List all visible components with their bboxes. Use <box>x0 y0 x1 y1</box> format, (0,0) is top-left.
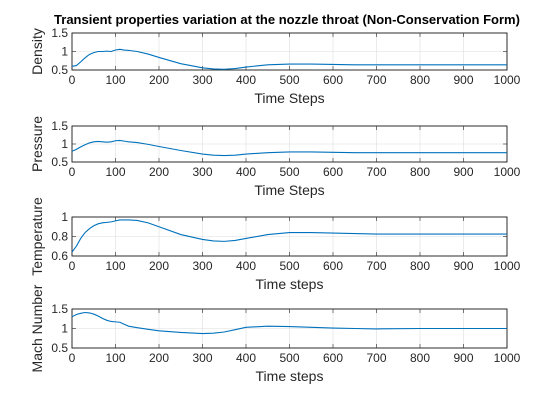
x-tick-label: 600 <box>323 259 343 273</box>
y-tick-label: 1.5 <box>51 119 68 133</box>
subplot-3: 0 100 200 300 400 500 600 700 800 900 1000 0.6 0.8 1 T… <box>29 197 521 292</box>
x-tick-label: 400 <box>236 165 256 179</box>
x-tick-label: 400 <box>236 351 256 365</box>
x-tick-label: 300 <box>192 259 212 273</box>
x-tick-label: 1000 <box>494 73 521 87</box>
x-tick-label: 100 <box>105 73 125 87</box>
y-tick-label: 1.5 <box>51 26 68 40</box>
x-tick-label: 600 <box>323 165 343 179</box>
x-tick-label: 900 <box>453 73 473 87</box>
x-tick-label: 800 <box>410 165 430 179</box>
x-tick-label: 0 <box>69 259 76 273</box>
x-tick-label: 300 <box>192 73 212 87</box>
y-tick-label: 1 <box>61 137 68 151</box>
x-tick-label: 300 <box>192 165 212 179</box>
x-tick-label: 1000 <box>494 165 521 179</box>
y-tick-label: 1 <box>61 210 68 224</box>
y-axis-label: Mach Number <box>29 284 45 372</box>
x-tick-label: 700 <box>366 73 386 87</box>
x-tick-label: 0 <box>69 165 76 179</box>
x-tick-label: 700 <box>366 351 386 365</box>
x-axis-label: Time Steps <box>254 90 324 106</box>
y-tick-label: 1 <box>61 322 68 336</box>
y-tick-label: 0.5 <box>51 155 68 169</box>
y-axis-label: Temperature <box>29 197 45 276</box>
x-tick-label: 600 <box>323 73 343 87</box>
x-tick-label: 900 <box>453 259 473 273</box>
x-tick-label: 500 <box>279 259 299 273</box>
x-axis-label: Time steps <box>256 368 324 384</box>
series-line <box>71 219 507 253</box>
x-tick-label: 200 <box>149 165 169 179</box>
x-tick-label: 700 <box>366 259 386 273</box>
y-tick-label: 0.6 <box>51 249 68 263</box>
y-tick-label: 1.5 <box>51 302 68 316</box>
x-tick-label: 700 <box>366 165 386 179</box>
subplots-container: 0 100 200 300 400 500 600 700 800 900 10000.511.5T… <box>29 26 521 384</box>
x-tick-label: 0 <box>69 351 76 365</box>
figure-title: Transient properties variation at the no… <box>54 12 520 27</box>
x-tick-label: 1000 <box>494 259 521 273</box>
x-tick-label: 200 <box>149 259 169 273</box>
y-tick-label: 0.8 <box>51 230 68 244</box>
x-tick-label: 300 <box>192 351 212 365</box>
x-tick-label: 400 <box>236 73 256 87</box>
x-tick-label: 1000 <box>494 351 521 365</box>
y-tick-label: 1 <box>61 45 68 59</box>
subplot-1: 0 100 200 300 400 500 600 700 800 900 1000 0.5 1 1.5 T… <box>29 26 521 106</box>
x-tick-label: 900 <box>453 351 473 365</box>
x-tick-label: 800 <box>410 73 430 87</box>
y-axis-label: Pressure <box>29 116 45 172</box>
x-tick-label: 100 <box>105 165 125 179</box>
x-tick-label: 500 <box>279 351 299 365</box>
x-axis-label: Time steps <box>256 276 324 292</box>
x-tick-label: 400 <box>236 259 256 273</box>
series-line <box>71 139 507 157</box>
x-tick-label: 500 <box>279 73 299 87</box>
x-axis-label: Time Steps <box>254 182 324 198</box>
x-tick-label: 500 <box>279 165 299 179</box>
subplot-4: 0 100 200 300 400 500 600 700 800 900 1000 0.5 1 1.5 T… <box>29 284 521 384</box>
subplot-2: 0 100 200 300 400 500 600 700 800 900 1000 0.5 1 1.5 T… <box>29 116 521 198</box>
x-tick-label: 900 <box>453 165 473 179</box>
x-tick-label: 100 <box>105 259 125 273</box>
x-tick-label: 600 <box>323 351 343 365</box>
y-tick-label: 0.5 <box>51 63 68 77</box>
series-line <box>71 48 507 70</box>
series-line <box>71 311 507 335</box>
x-tick-label: 0 <box>69 73 76 87</box>
x-tick-label: 200 <box>149 351 169 365</box>
y-axis-label: Density <box>29 28 45 75</box>
x-tick-label: 800 <box>410 259 430 273</box>
x-tick-label: 200 <box>149 73 169 87</box>
x-tick-label: 100 <box>105 351 125 365</box>
x-tick-label: 800 <box>410 351 430 365</box>
y-tick-label: 0.5 <box>51 341 68 355</box>
